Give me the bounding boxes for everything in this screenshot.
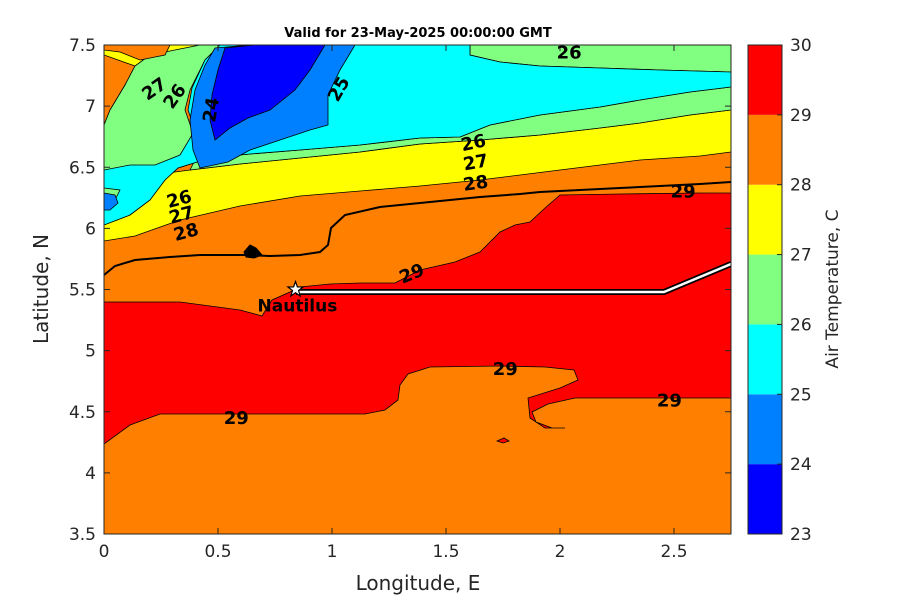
- x-axis-label: Longitude, E: [356, 571, 481, 595]
- ship-track: [296, 262, 731, 294]
- colorbar-swatch: [748, 114, 782, 185]
- chart-title: Valid for 23-May-2025 00:00:00 GMT: [284, 26, 552, 41]
- colorbar-tick-label: 25: [790, 385, 812, 405]
- x-tick-label: 0.5: [204, 542, 231, 562]
- ship-marker: Nautilus: [258, 279, 338, 317]
- x-tick-label: 2: [555, 542, 566, 562]
- y-tick-label: 7.5: [69, 36, 96, 56]
- island-blob: [243, 244, 263, 259]
- x-tick-label: 1: [327, 542, 338, 562]
- contour-label: 29: [493, 359, 518, 380]
- coastline: [104, 181, 731, 276]
- x-tick-label: 1.5: [432, 542, 459, 562]
- y-tick-label: 6.5: [69, 158, 96, 178]
- colorbar-tick-label: 24: [790, 455, 812, 475]
- y-tick-label: 7: [85, 97, 96, 117]
- x-tick-label: 0: [99, 542, 110, 562]
- colorbar-tick-label: 28: [790, 176, 812, 196]
- colorbar-swatch: [748, 324, 782, 395]
- colorbar-swatch: [748, 254, 782, 325]
- y-tick-label: 6: [85, 219, 96, 239]
- x-tick-label: 2.5: [660, 542, 687, 562]
- colorbar-tick-label: 27: [790, 246, 812, 266]
- colorbar-swatch: [748, 184, 782, 255]
- contour-label: 26: [557, 42, 582, 63]
- colorbar-swatch: [748, 464, 782, 534]
- colorbar-tick-label: 29: [790, 106, 812, 126]
- y-axis: 3.5 4 4.5 5 5.5 6 6.5 7 7.5: [69, 36, 731, 545]
- level-23-region: [209, 45, 326, 141]
- level-29-island: [495, 437, 510, 444]
- star-icon: [286, 279, 305, 298]
- ship-label: Nautilus: [258, 297, 338, 317]
- colorbar: 23 24 25 26 27 28 29 30: [747, 36, 812, 545]
- level-24-blob: [104, 192, 119, 211]
- colorbar-swatch: [748, 394, 782, 465]
- colorbar-tick-label: 23: [790, 525, 812, 545]
- contour-label: 28: [462, 171, 490, 195]
- contour-label: 27: [462, 150, 490, 175]
- colorbar-swatch: [748, 45, 782, 115]
- y-tick-label: 3.5: [69, 525, 96, 545]
- colorbar-tick-label: 30: [790, 36, 812, 56]
- x-axis: 0 0.5 1 1.5 2 2.5: [99, 45, 688, 562]
- contour-label: 29: [224, 408, 249, 429]
- contour-label: 29: [671, 182, 696, 203]
- y-tick-label: 4: [85, 464, 96, 484]
- y-tick-label: 4.5: [69, 403, 96, 423]
- contour-label: 24: [199, 96, 224, 124]
- contour-label: 29: [657, 391, 682, 412]
- level-29-region: [104, 192, 731, 445]
- colorbar-tick-label: 26: [790, 315, 812, 335]
- y-axis-label: Latitude, N: [29, 234, 53, 344]
- colorbar-frame: [747, 44, 783, 535]
- plot-area: [104, 45, 731, 534]
- colorbar-label: Air Temperature, C: [823, 209, 843, 368]
- contour-label: 26: [459, 130, 488, 156]
- level-28-corner: [104, 45, 171, 61]
- y-tick-label: 5: [85, 342, 96, 362]
- y-tick-label: 5.5: [69, 281, 96, 301]
